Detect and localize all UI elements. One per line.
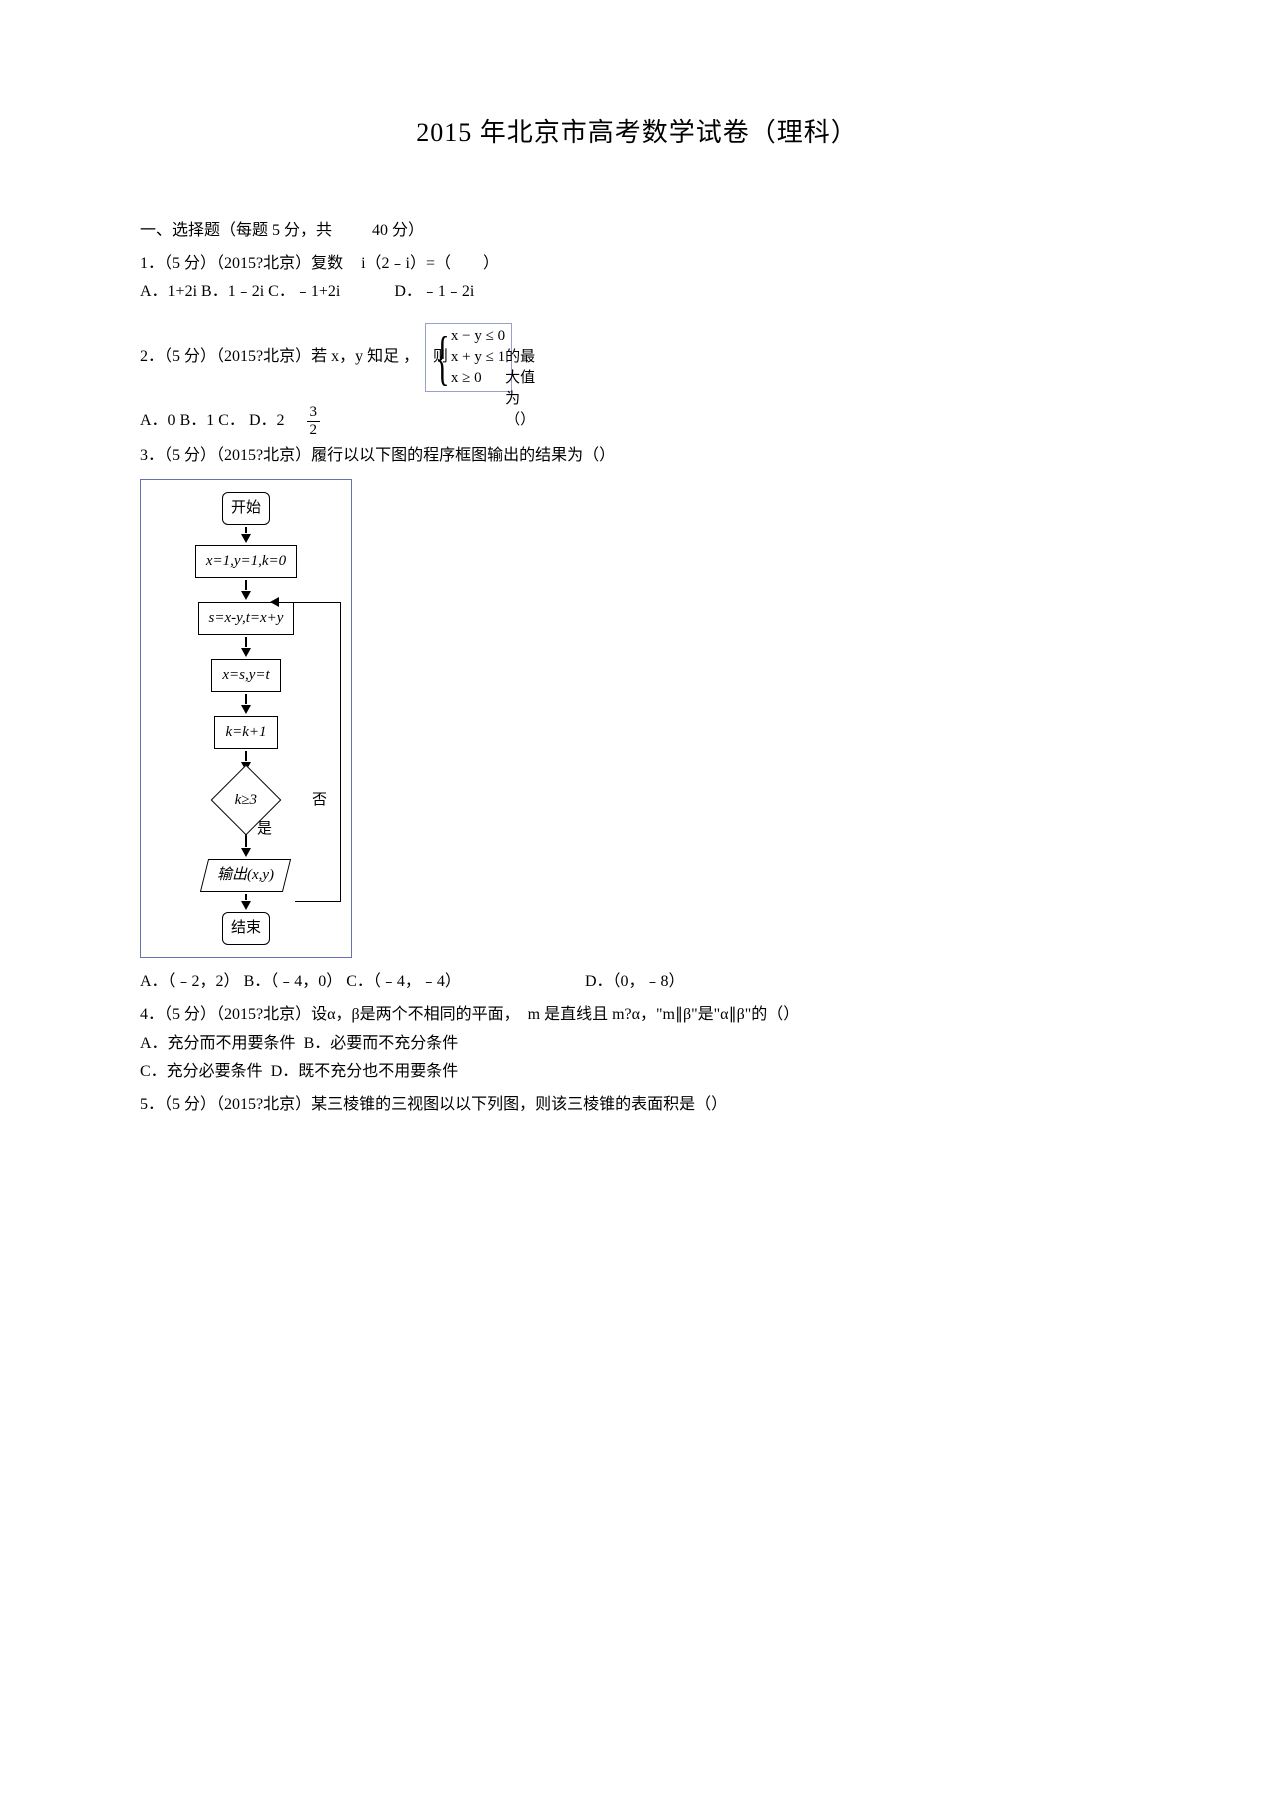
loop-line: [275, 602, 341, 604]
arrow-down-icon: [241, 534, 251, 543]
question-4: 4．（5 分）（2015?北京）设α，β是两个不相同的平面， m 是直线且 m?…: [140, 1001, 1134, 1087]
fc-output: 输出(x,y): [200, 859, 291, 892]
section-text: 一、选择题（每题 5 分，共: [140, 222, 332, 239]
fc-init: x=1,y=1,k=0: [195, 545, 297, 578]
page-title: 2015 年北京市高考数学试卷（理科）: [140, 110, 1134, 157]
fc-start: 开始: [222, 492, 270, 525]
q4-opt-c: C．充分必要条件: [140, 1058, 263, 1087]
q1-opt-b: B．1﹣2i: [201, 278, 264, 307]
fc-no-label: 否: [312, 787, 327, 814]
arrow-down-icon: [241, 648, 251, 657]
question-3: 3．（5 分）（2015?北京）履行以以下图的程序框图输出的结果为（） 开始 x…: [140, 442, 1134, 997]
loop-line: [340, 602, 342, 902]
question-1: 1．（5 分）（2015?北京）复数 i（2﹣i）=（ ） A．1+2i B．1…: [140, 250, 1134, 308]
arrow-down-icon: [241, 848, 251, 857]
q4-opt-b: B．必要而不充分条件: [304, 1030, 459, 1059]
q3-opt-c: C．（﹣4，﹣4）: [346, 968, 461, 997]
question-2: 2．（5 分）（2015?北京）若 x，y 知足 ， { x − y ≤ 0 则…: [140, 319, 1134, 438]
frac-num: 3: [307, 404, 321, 422]
fc-end: 结束: [222, 912, 270, 945]
q2-stem-a: 2．（5 分）（2015?北京）若 x，y 知足 ，: [140, 343, 419, 372]
q1-stem-b: i（2﹣i）=（ ）: [361, 250, 499, 279]
q5-stem: 5．（5 分）（2015?北京）某三棱锥的三视图以以下列图，则该三棱锥的表面积是…: [140, 1091, 1134, 1120]
q4-stem: 4．（5 分）（2015?北京）设α，β是两个不相同的平面， m 是直线且 m?…: [140, 1001, 1134, 1030]
q3-opt-a: A．（﹣2，2）: [140, 968, 240, 997]
q2-sys3: x ≥ 0: [451, 368, 505, 389]
fc-step2: x=s,y=t: [211, 659, 280, 692]
frac-den: 2: [307, 422, 321, 439]
loop-arrow-icon: [270, 597, 279, 607]
fc-step1: s=x-y,t=x+y: [198, 602, 295, 635]
arrow-down-icon: [241, 591, 251, 600]
q2-sys2: 则x + y ≤ 1 的最大值为（）: [451, 347, 505, 368]
question-5: 5．（5 分）（2015?北京）某三棱锥的三视图以以下列图，则该三棱锥的表面积是…: [140, 1091, 1134, 1120]
q1-opt-a: A．1+2i: [140, 278, 197, 307]
q2-opt-b: B．1: [180, 407, 215, 436]
section-points: 40 分）: [372, 222, 424, 239]
q4-opt-d: D．既不充分也不用要条件: [271, 1058, 459, 1087]
fc-yes-label: 是: [257, 816, 272, 843]
q1-opt-c: C．﹣1+2i: [268, 278, 340, 307]
q2-fraction: 3 2: [307, 404, 321, 438]
q2-system: { x − y ≤ 0 则x + y ≤ 1 的最大值为（） x ≥ 0: [425, 323, 512, 392]
q3-stem: 3．（5 分）（2015?北京）履行以以下图的程序框图输出的结果为（）: [140, 442, 1134, 471]
flowchart: 开始 x=1,y=1,k=0 s=x-y,t=x+y x=s,y=t k=k+1…: [140, 479, 352, 958]
q3-opt-d: D．（0，﹣8）: [585, 968, 685, 997]
q3-opt-b: B．（﹣4，0）: [244, 968, 343, 997]
q2-opt-d: D．2: [249, 407, 285, 436]
q1-opt-d: D．﹣1﹣2i: [394, 278, 474, 307]
q1-stem-a: 1．（5 分）（2015?北京）复数: [140, 250, 343, 279]
loop-line: [295, 901, 341, 903]
arrow-down-icon: [241, 705, 251, 714]
q4-opt-a: A．充分而不用要条件: [140, 1030, 296, 1059]
fc-step3: k=k+1: [214, 716, 277, 749]
arrow-down-icon: [241, 901, 251, 910]
q2-sys1: x − y ≤ 0: [451, 326, 505, 347]
q2-opt-a: A．0: [140, 407, 176, 436]
section-heading: 一、选择题（每题 5 分，共 40 分）: [140, 217, 1134, 246]
q2-opt-c: C．: [218, 407, 245, 436]
